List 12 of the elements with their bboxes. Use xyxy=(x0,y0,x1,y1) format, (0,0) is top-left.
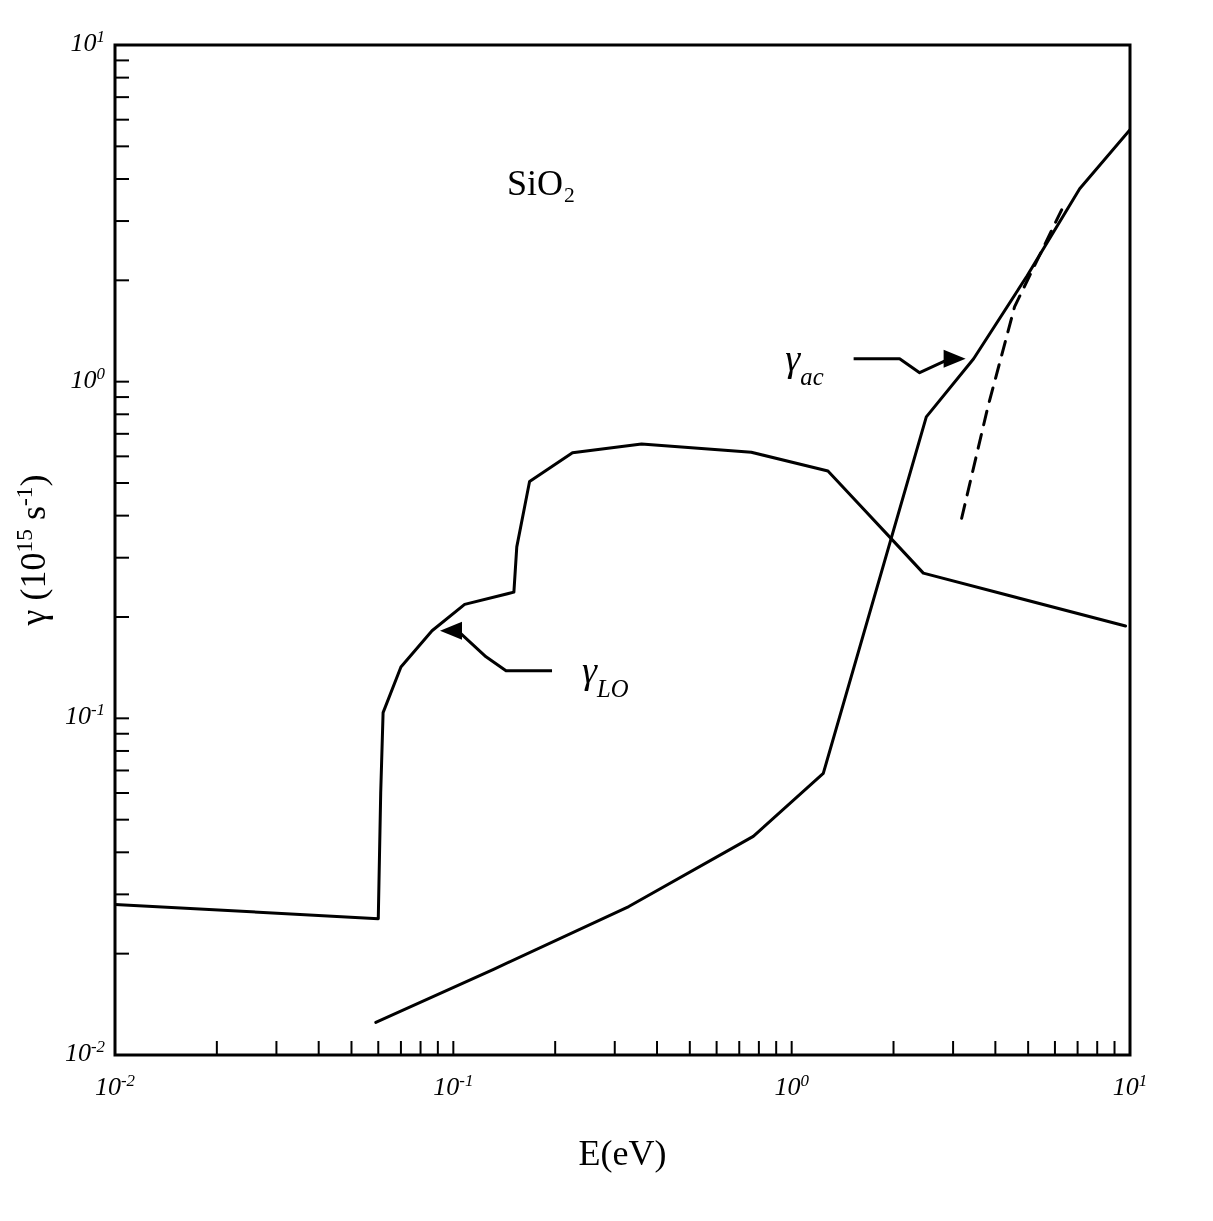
x-tick-label: 10$^{0}$ xyxy=(774,1070,810,1101)
y-tick-label: 10$^{-1}$ xyxy=(64,699,105,731)
annotation: SiO₂ xyxy=(507,163,576,203)
annotation: γ$_{ac}$ xyxy=(785,336,824,390)
x-tick-label: 10$^{1}$ xyxy=(1112,1070,1148,1101)
y-tick-label: 10$^{-2}$ xyxy=(64,1036,106,1067)
y-tick-label: 10$^{0}$ xyxy=(70,363,106,394)
x-axis-title: E(eV) xyxy=(578,1133,667,1173)
x-tick-label: 10$^{-1}$ xyxy=(433,1070,474,1101)
x-tick-label: 10$^{-2}$ xyxy=(94,1070,136,1101)
annotation: γ$_{LO}$ xyxy=(582,648,629,702)
y-tick-label: 10$^{1}$ xyxy=(70,26,105,57)
